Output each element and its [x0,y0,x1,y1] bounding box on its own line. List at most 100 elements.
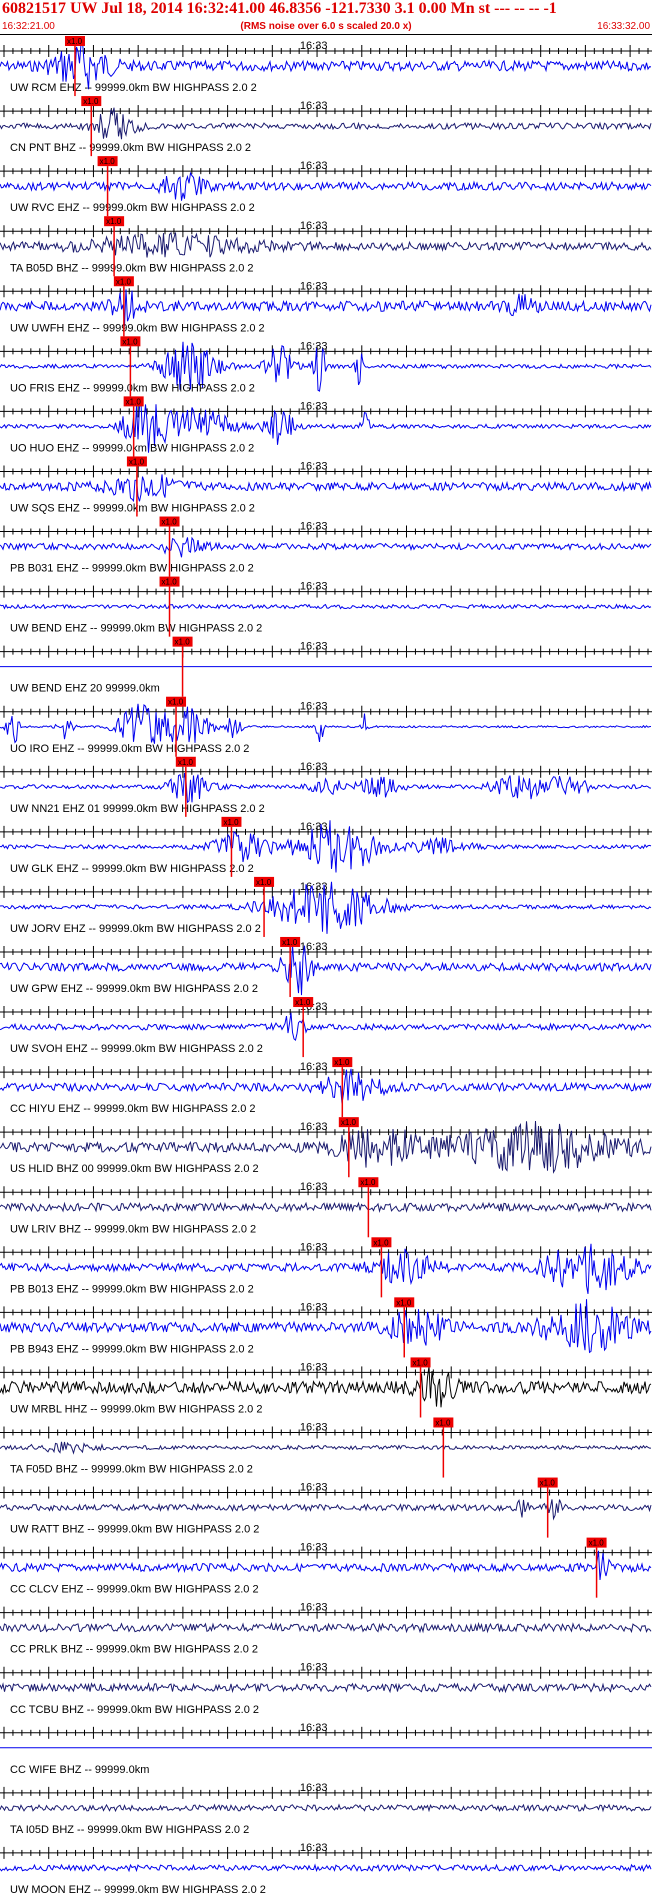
waveform [0,341,652,392]
pick-flag [104,216,125,227]
trace-30: 16:33 TA I05D BHZ -- 99999.0km BW HIGHPAS… [0,1782,652,1836]
pick-label: x1.0 [256,878,272,887]
center-time-label: 16:33 [300,220,328,232]
center-time-label: 16:33 [300,1301,328,1313]
pick-label: x1.0 [129,457,145,466]
pick-flag [159,516,180,527]
pick-label: x1.0 [162,518,178,527]
trace-29: 16:33 CC WIFE BHZ -- 99999.0km [0,1722,652,1776]
pick-label: x1.0 [413,1358,429,1367]
waveform [0,1299,652,1354]
waveform [0,536,652,558]
pick-label: x1.0 [122,337,138,346]
pick-flag [433,1417,454,1428]
trace-7: 16:33 UO HUO EHZ -- 99999.0km BW HIGHPASS… [0,396,652,457]
station-label: TA B05D BHZ -- 99999.0km BW HIGHPASS 2.0… [10,262,254,274]
pick-label: x1.0 [589,1539,605,1548]
trace-26: 16:33 CC CLCV EHZ -- 99999.0km BW HIGHPAS… [0,1537,652,1598]
trace-20: 16:33 UW LRIV BHZ -- 99999.0km BW HIGHPAS… [0,1177,652,1238]
center-time-label: 16:33 [300,40,328,52]
station-label: UW MRBL HHZ -- 99999.0km BW HIGHPASS 2.0… [10,1403,262,1415]
pick-label: x1.0 [175,638,191,647]
pick-label: x1.0 [540,1479,556,1488]
center-time-label: 16:33 [300,340,328,352]
station-label: TA I05D BHZ -- 99999.0km BW HIGHPASS 2.0… [10,1824,249,1836]
pick-label: x1.0 [282,938,298,947]
waveform [0,603,652,610]
center-time-label: 16:33 [300,1662,328,1674]
pick-flag [338,1117,359,1128]
pick-flag [280,936,301,947]
station-label: UW SQS EHZ -- 99999.0km BW HIGHPASS 2.0 … [10,503,255,515]
trace-28: 16:33 CC TCBU BHZ -- 99999.0km BW HIGHPAS… [0,1662,652,1716]
trace-22: 16:33 PB B943 EHZ -- 99999.0km BW HIGHPAS… [0,1297,652,1358]
center-time-label: 16:33 [300,521,328,533]
station-label: UW MOON EHZ -- 99999.0km BW HIGHPASS 2.0… [10,1884,266,1896]
center-time-label: 16:33 [300,1061,328,1073]
waveform [0,231,652,258]
pick-flag [537,1477,558,1488]
center-time-label: 16:33 [300,400,328,412]
trace-19: 16:33 US HLID BHZ 00 99999.0km BW HIGHPAS… [0,1117,652,1178]
pick-flag [394,1297,415,1308]
station-label: CC WIFE BHZ -- 99999.0km [10,1764,149,1776]
pick-label: x1.0 [100,157,116,166]
pick-flag [175,756,196,767]
center-time-label: 16:33 [300,1361,328,1373]
center-time-label: 16:33 [300,280,328,292]
pick-label: x1.0 [435,1418,451,1427]
pick-label: x1.0 [295,998,311,1007]
station-label: UW LRIV BHZ -- 99999.0km BW HIGHPASS 2.0… [10,1223,256,1235]
pick-label: x1.0 [178,758,194,767]
pick-label: x1.0 [162,578,178,587]
waveform [0,1012,652,1041]
trace-5: 16:33 UW UWFH EHZ -- 99999.0km BW HIGHPAS… [0,276,652,337]
pick-flag [221,816,242,827]
header-divider [0,34,652,35]
center-time-label: 16:33 [300,701,328,713]
waveform [0,1366,652,1408]
trace-10: 16:33 UW BEND EHZ -- 99999.0km BW HIGHPAS… [0,576,652,637]
waveform [0,402,652,453]
center-time-label: 16:33 [300,1542,328,1554]
station-label: CC CLCV EHZ -- 99999.0km BW HIGHPASS 2.0… [10,1584,259,1596]
trace-23: 16:33 UW MRBL HHZ -- 99999.0km BW HIGHPAS… [0,1357,652,1418]
waveform [0,1068,652,1104]
station-label: CN PNT BHZ -- 99999.0km BW HIGHPASS 2.0 … [10,142,251,154]
waveform [0,1120,652,1174]
station-label: PB B943 EHZ -- 99999.0km BW HIGHPASS 2.0… [10,1343,254,1355]
station-label: UW BEND EHZ 20 99999.0km [10,683,160,695]
center-time-label: 16:33 [300,1782,328,1794]
pick-flag [371,1237,392,1248]
station-label: UW RVC EHZ -- 99999.0km BW HIGHPASS 2.0 … [10,202,255,214]
station-label: UW NN21 EHZ 01 99999.0km BW HIGHPASS 2.0… [10,803,265,815]
pick-flag [358,1177,379,1188]
waveform [0,1863,652,1873]
waveform [0,1201,652,1214]
waveform [0,107,652,140]
waveform [0,1681,652,1694]
station-label: UW GPW EHZ -- 99999.0km BW HIGHPASS 2.0 … [10,983,258,995]
center-time-label: 16:33 [300,100,328,112]
trace-3: 16:33 UW RVC EHZ -- 99999.0km BW HIGHPASS… [0,156,652,217]
pick-flag [410,1357,431,1368]
station-label: CC HIYU EHZ -- 99999.0km BW HIGHPASS 2.0… [10,1103,256,1115]
station-label: UW GLK EHZ -- 99999.0km BW HIGHPASS 2.0 … [10,863,254,875]
pick-flag [123,396,144,407]
waveform [0,1243,652,1294]
center-time-label: 16:33 [300,160,328,172]
start-time-label: 16:32:21.00 [2,21,55,32]
trace-27: 16:33 CC PRLK BHZ -- 99999.0km BW HIGHPAS… [0,1602,652,1656]
waveform [0,1550,652,1581]
waveform [0,40,652,90]
trace-8: 16:33 UW SQS EHZ -- 99999.0km BW HIGHPASS… [0,456,652,517]
pick-label: x1.0 [116,277,132,286]
center-time-label: 16:33 [300,1602,328,1614]
waveform [0,820,652,873]
pick-label: x1.0 [223,818,239,827]
pick-label: x1.0 [334,1058,350,1067]
pick-flag [172,636,193,647]
trace-1: 16:33 UW RCM EHZ -- 99999.0km BW HIGHPASS… [0,36,652,97]
